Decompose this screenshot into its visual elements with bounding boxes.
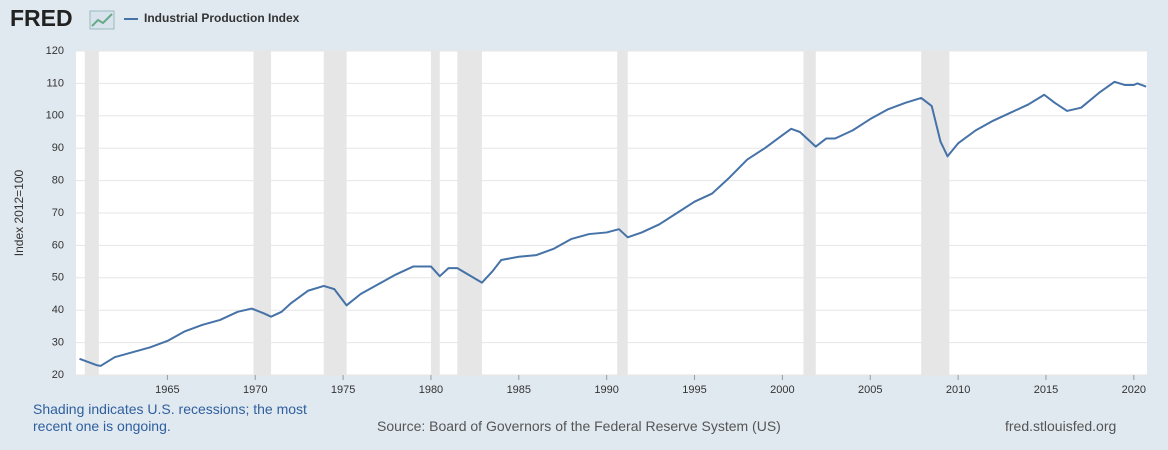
note: Shading indicates U.S. recessions; the m… — [33, 401, 307, 434]
y-tick-label: 70 — [52, 207, 64, 219]
site: fred.stlouisfed.org — [1005, 418, 1117, 434]
x-tick-label: 2000 — [770, 384, 794, 395]
x-tick-label: 1990 — [594, 384, 618, 395]
x-tick-label: 1995 — [682, 384, 706, 395]
x-tick-label: 2010 — [946, 384, 970, 395]
x-tick-label: 1980 — [419, 384, 443, 395]
logo-icon — [89, 10, 115, 30]
y-tick-label: 100 — [46, 110, 64, 122]
y-tick-label: 40 — [52, 304, 64, 316]
y-axis-label: Index 2012=100 — [12, 169, 26, 256]
x-tick-label: 1970 — [243, 384, 267, 395]
logo: FRED — [10, 5, 73, 31]
series-line — [79, 80, 1147, 367]
y-tick-label: 90 — [52, 142, 64, 154]
y-tick-label: 20 — [52, 369, 64, 381]
x-tick-label: 1965 — [155, 384, 179, 395]
y-tick-label: 120 — [46, 45, 64, 57]
x-tick-label: 1975 — [331, 384, 355, 395]
x-tick-label: 2020 — [1122, 384, 1146, 395]
x-tick-label: 2015 — [1034, 384, 1058, 395]
y-tick-label: 80 — [52, 175, 64, 187]
source: Source: Board of Governors of the Federa… — [377, 418, 781, 434]
y-tick-label: 60 — [52, 239, 64, 251]
x-tick-label: 1985 — [507, 384, 531, 395]
legend-label: Industrial Production Index — [144, 11, 300, 25]
x-tick-label: 2005 — [858, 384, 882, 395]
y-tick-label: 30 — [52, 337, 64, 349]
chart: FRED Industrial Production Index Index 2… — [10, 5, 1147, 395]
y-tick-label: 50 — [52, 272, 64, 284]
y-tick-label: 110 — [46, 77, 64, 89]
